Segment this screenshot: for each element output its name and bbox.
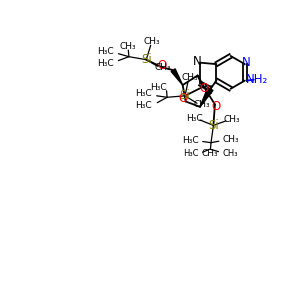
Text: O: O [178,92,188,105]
Text: H₃C: H₃C [186,114,203,123]
Text: H₃C: H₃C [136,101,152,110]
Polygon shape [171,69,183,85]
Text: CH₃: CH₃ [120,42,136,51]
Text: CH₃: CH₃ [222,148,238,158]
Text: CH₃: CH₃ [193,100,210,109]
Text: Si: Si [141,53,152,66]
Text: H₃C: H₃C [182,136,199,145]
Text: H₃C: H₃C [184,148,199,158]
Text: NH₂: NH₂ [246,73,268,85]
Text: CH₃: CH₃ [144,37,160,46]
Text: H₃C: H₃C [150,83,166,92]
Text: Si: Si [208,119,219,132]
Text: O: O [158,59,167,72]
Text: O: O [212,100,221,113]
Text: H₃C: H₃C [97,59,113,68]
Text: N: N [193,55,202,68]
Polygon shape [200,87,213,107]
Text: CH₃: CH₃ [181,74,198,82]
Text: CH₃: CH₃ [154,63,171,72]
Text: N: N [242,56,251,69]
Text: Si: Si [180,89,190,102]
Text: H₃C: H₃C [98,47,114,56]
Text: H₃C: H₃C [135,89,152,98]
Text: CH₃: CH₃ [223,135,240,144]
Text: CH₃: CH₃ [201,148,218,158]
Text: CH₃: CH₃ [224,116,240,124]
Text: O: O [200,82,209,95]
Text: N: N [204,84,212,97]
